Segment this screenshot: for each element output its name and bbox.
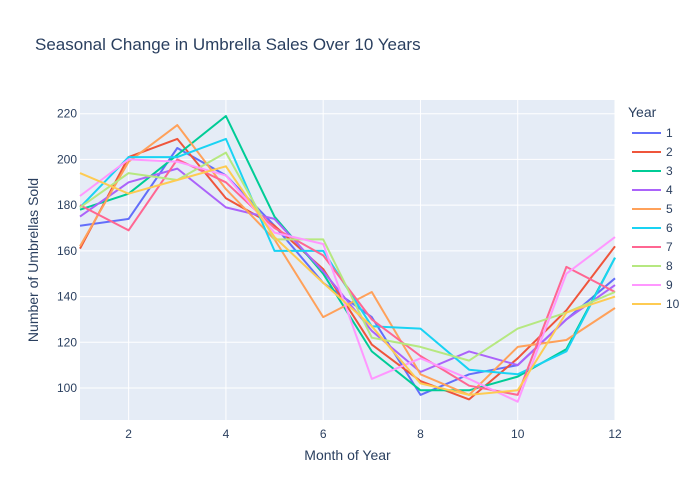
chart-title: Seasonal Change in Umbrella Sales Over 1… (35, 35, 421, 54)
legend-label-year-1: 1 (666, 126, 673, 140)
x-tick-label: 8 (417, 427, 424, 441)
y-tick-label: 120 (57, 335, 77, 349)
series-line-year-2 (79, 137, 616, 401)
legend-label-year-9: 9 (666, 278, 673, 292)
y-tick-label: 220 (57, 107, 77, 121)
x-axis-title: Month of Year (304, 447, 391, 463)
y-tick-label: 100 (57, 381, 77, 395)
y-axis-ticks: 100 120 140 160 180 200 220 (57, 107, 77, 395)
y-tick-label: 160 (57, 244, 77, 258)
legend-label-year-4: 4 (666, 183, 673, 197)
x-tick-label: 6 (320, 427, 327, 441)
x-axis-ticks: 2 4 6 8 10 12 (125, 427, 622, 441)
y-tick-label: 180 (57, 198, 77, 212)
legend-label-year-3: 3 (666, 164, 673, 178)
legend-label-year-7: 7 (666, 240, 673, 254)
y-tick-label: 200 (57, 152, 77, 166)
series-line-year-8 (79, 151, 616, 362)
legend: Year 1 2 3 4 5 6 7 8 9 10 (628, 104, 680, 311)
legend-label-year-10: 10 (666, 297, 680, 311)
x-tick-label: 2 (125, 427, 132, 441)
legend-title: Year (628, 104, 657, 120)
series-line-year-10 (79, 165, 616, 396)
legend-label-year-6: 6 (666, 221, 673, 235)
legend-label-year-8: 8 (666, 259, 673, 273)
plot-area (80, 100, 615, 420)
y-axis-title: Number of Umbrellas Sold (25, 178, 41, 342)
x-tick-label: 4 (223, 427, 230, 441)
series-lines (79, 115, 616, 403)
series-line-year-9 (79, 158, 616, 403)
x-tick-label: 10 (511, 427, 525, 441)
x-tick-label: 12 (608, 427, 622, 441)
legend-label-year-5: 5 (666, 202, 673, 216)
legend-label-year-2: 2 (666, 145, 673, 159)
y-tick-label: 140 (57, 290, 77, 304)
